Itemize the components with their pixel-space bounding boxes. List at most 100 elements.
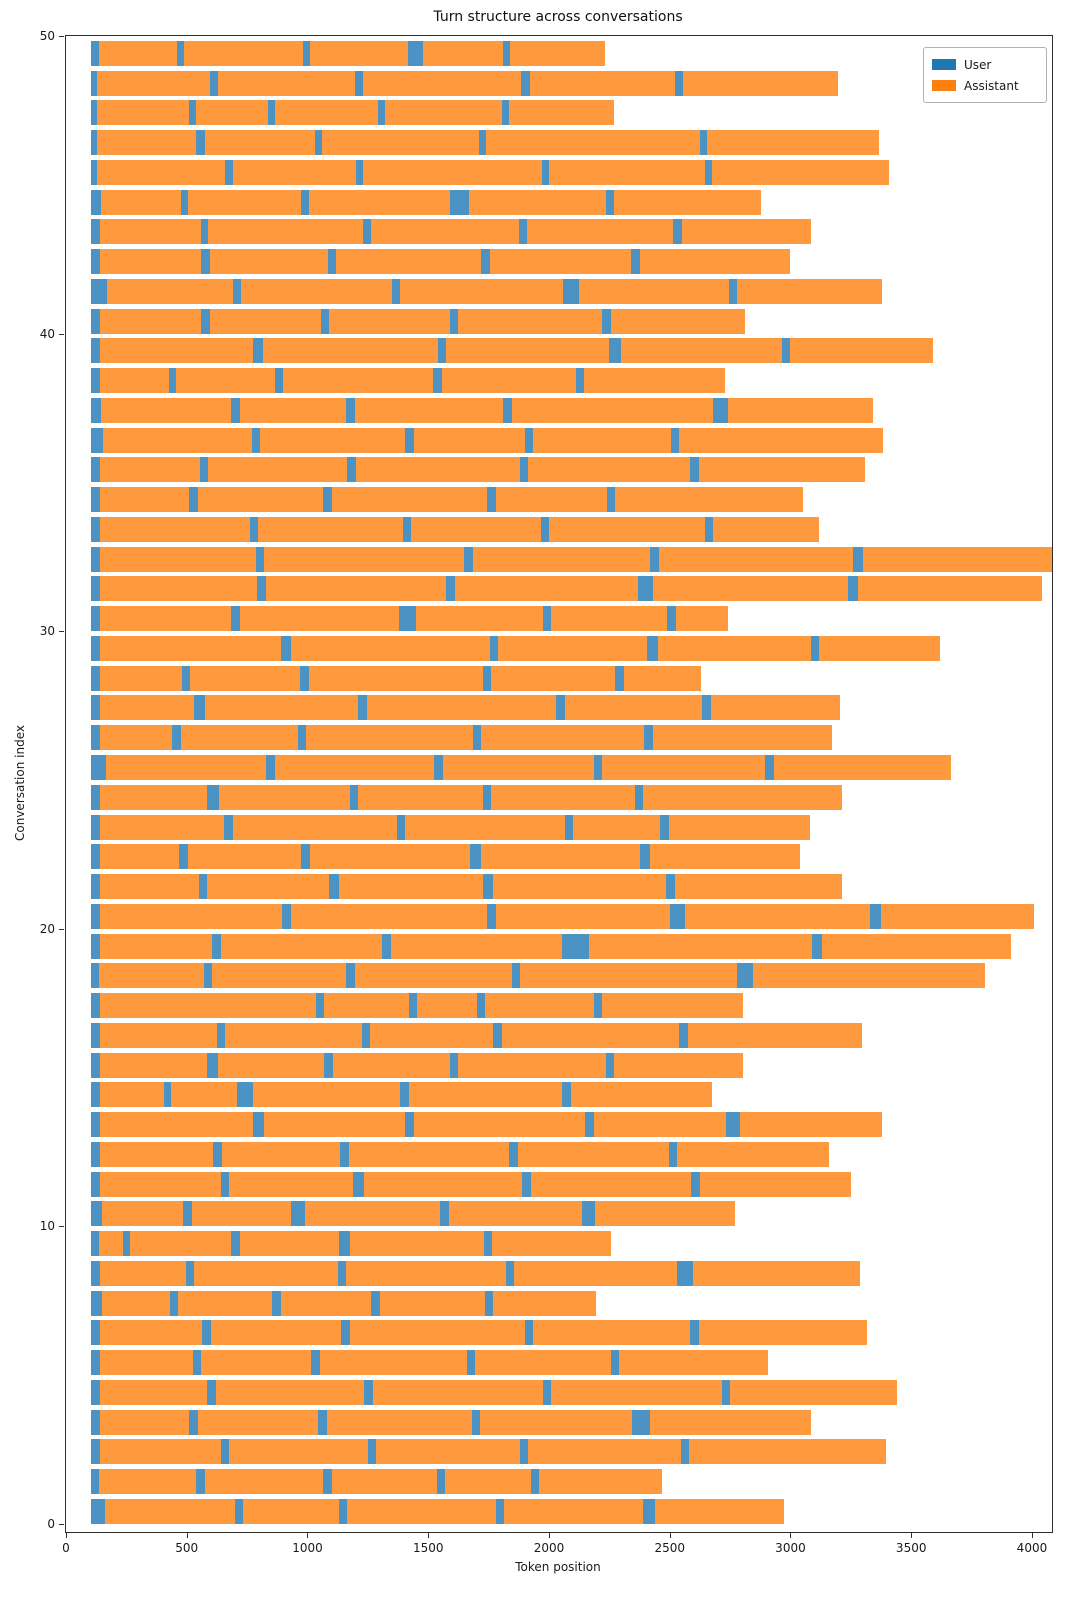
assistant-turn-segment [413, 1112, 586, 1138]
user-turn-segment [91, 1171, 100, 1197]
user-turn-segment [282, 903, 291, 929]
assistant-turn-segment [498, 635, 647, 661]
assistant-turn-segment [218, 70, 355, 96]
assistant-turn-segment [99, 1350, 193, 1376]
user-turn-segment [266, 755, 275, 780]
y-tick-mark [59, 1524, 64, 1525]
user-turn-segment [189, 100, 197, 126]
assistant-turn-segment [97, 100, 190, 126]
assistant-turn-segment [193, 1260, 338, 1286]
user-turn-segment [328, 249, 337, 275]
user-turn-segment [91, 903, 100, 929]
assistant-turn-segment [753, 963, 985, 989]
user-turn-segment [666, 874, 675, 900]
assistant-turn-segment [484, 993, 594, 1019]
assistant-turn-segment [204, 130, 315, 156]
user-turn-segment [91, 1290, 103, 1316]
assistant-turn-segment [530, 1171, 692, 1197]
assistant-turn-segment [102, 1290, 170, 1316]
user-turn-segment [518, 219, 528, 245]
user-turn-segment [704, 516, 714, 542]
user-turn-segment [267, 100, 275, 126]
assistant-turn-segment [442, 755, 594, 780]
user-turn-segment [91, 1112, 100, 1138]
assistant-turn-segment [104, 1499, 236, 1524]
assistant-turn-segment [481, 725, 645, 751]
user-turn-segment [91, 1320, 100, 1346]
user-turn-segment [524, 1320, 534, 1346]
user-turn-segment [495, 1499, 505, 1524]
user-turn-segment [91, 1499, 105, 1524]
y-tick-label: 10 [39, 1219, 55, 1234]
assistant-turn-segment [215, 1379, 365, 1405]
user-turn-segment [503, 397, 512, 423]
assistant-turn-segment [336, 249, 482, 275]
user-turn-segment [605, 1052, 615, 1078]
assistant-turn-segment [405, 814, 565, 840]
user-turn-segment [609, 338, 622, 364]
assistant-turn-segment [220, 933, 383, 959]
user-turn-segment [482, 784, 491, 810]
assistant-turn-segment [643, 784, 843, 810]
assistant-turn-segment [347, 1499, 496, 1524]
user-turn-segment [679, 1022, 688, 1048]
user-turn-segment [471, 1409, 481, 1435]
assistant-turn-segment [331, 1469, 437, 1495]
assistant-turn-segment [773, 755, 952, 780]
user-turn-segment [201, 219, 209, 245]
user-turn-segment [643, 1499, 656, 1524]
assistant-turn-segment [208, 457, 348, 483]
user-turn-segment [670, 427, 680, 453]
user-turn-segment [765, 755, 774, 780]
user-turn-segment [436, 1469, 446, 1495]
y-tick-label: 20 [39, 921, 55, 936]
user-turn-segment [631, 249, 640, 275]
assistant-turn-segment [101, 397, 232, 423]
legend-entry: User [932, 54, 1038, 75]
assistant-turn-segment [819, 635, 941, 661]
user-turn-segment [519, 457, 529, 483]
assistant-turn-segment [266, 576, 447, 602]
assistant-turn-segment [204, 695, 359, 721]
assistant-turn-segment [650, 1409, 811, 1435]
user-turn-segment [870, 903, 882, 929]
x-tick-mark [669, 1533, 671, 1538]
y-tick-mark [59, 36, 64, 37]
user-turn-segment [207, 1379, 216, 1405]
assistant-turn-segment [481, 844, 640, 870]
assistant-turn-segment [257, 516, 403, 542]
user-turn-segment [91, 1379, 100, 1405]
user-turn-segment [274, 368, 284, 394]
assistant-turn-segment [99, 784, 208, 810]
user-turn-segment [91, 695, 100, 721]
assistant-turn-segment [290, 635, 490, 661]
assistant-turn-segment [324, 993, 409, 1019]
assistant-turn-segment [493, 1290, 597, 1316]
assistant-turn-segment [454, 576, 639, 602]
user-turn-segment [349, 784, 359, 810]
user-turn-segment [91, 1469, 99, 1495]
assistant-turn-segment [241, 278, 392, 304]
user-turn-segment [91, 755, 106, 780]
assistant-turn-segment [480, 1409, 633, 1435]
assistant-turn-segment [551, 1379, 722, 1405]
assistant-turn-segment [283, 368, 434, 394]
assistant-turn-segment [713, 516, 820, 542]
user-turn-segment [782, 338, 791, 364]
user-turn-segment [487, 487, 496, 513]
user-turn-segment [91, 635, 100, 661]
assistant-turn-segment [208, 219, 364, 245]
user-turn-segment [737, 963, 754, 989]
user-turn-segment [691, 1171, 700, 1197]
user-turn-segment [726, 1112, 740, 1138]
user-turn-segment [213, 1141, 222, 1167]
user-turn-segment [605, 189, 615, 215]
x-tick-mark [911, 1533, 913, 1538]
assistant-turn-segment [187, 189, 302, 215]
user-turn-segment [181, 665, 191, 691]
user-turn-segment [524, 427, 534, 453]
assistant-turn-segment [657, 635, 811, 661]
y-tick-label: 40 [39, 326, 55, 341]
user-turn-segment [301, 189, 309, 215]
assistant-turn-segment [210, 1320, 342, 1346]
